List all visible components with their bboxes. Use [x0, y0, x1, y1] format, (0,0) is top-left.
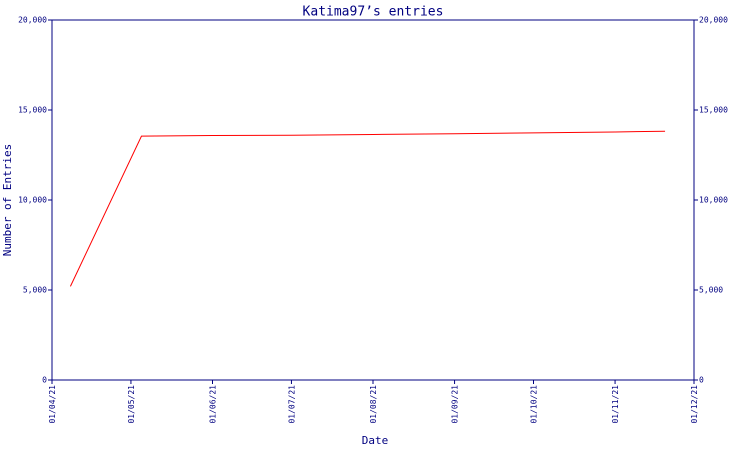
x-tick-label: 01/11/21	[611, 385, 620, 424]
x-tick-label: 01/05/21	[127, 385, 136, 424]
plot-frame	[51, 19, 695, 381]
y2-tick-label: 5,000	[699, 286, 723, 295]
x-tick-label: 01/09/21	[451, 385, 460, 424]
y-tick-label: 0	[42, 376, 47, 385]
x-tick-label: 01/12/21	[690, 385, 699, 424]
y-tick-label: 5,000	[23, 286, 47, 295]
x-tick-label: 01/10/21	[530, 385, 539, 424]
chart-title: Katima97’s entries	[303, 5, 444, 20]
y2-tick-label: 20,000	[699, 16, 728, 25]
y2-tick-label: 10,000	[699, 196, 728, 205]
y-axis-label: Number of Entries	[1, 144, 14, 257]
y2-tick-label: 15,000	[699, 106, 728, 115]
x-tick-label: 01/07/21	[287, 385, 296, 424]
y-tick-label: 15,000	[18, 106, 47, 115]
x-tick-label: 01/08/21	[369, 385, 378, 424]
y-tick-label: 20,000	[18, 16, 47, 25]
y2-tick-label: 0	[699, 376, 704, 385]
x-axis-label: Date	[362, 434, 389, 447]
y-tick-label: 10,000	[18, 196, 47, 205]
x-tick-label: 01/04/21	[48, 385, 57, 424]
data-line	[69, 130, 666, 287]
x-tick-label: 01/06/21	[209, 385, 218, 424]
